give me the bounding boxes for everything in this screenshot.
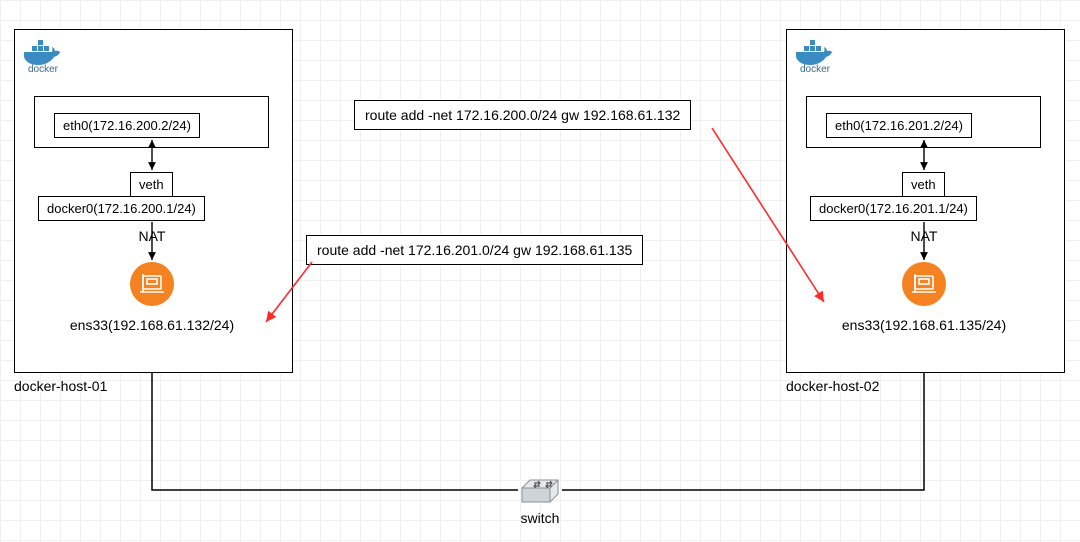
route-box-1: route add -net 172.16.200.0/24 gw 192.16…	[354, 100, 691, 130]
host2-eth0-box: eth0(172.16.201.2/24)	[826, 113, 972, 138]
route-box-2: route add -net 172.16.201.0/24 gw 192.16…	[306, 235, 643, 265]
docker-caption-host1: docker	[22, 64, 64, 75]
switch-icon	[520, 478, 560, 506]
host2-docker0-box: docker0(172.16.201.1/24)	[810, 196, 977, 221]
host1-nat-label: NAT	[139, 228, 166, 244]
host1-eth0-box: eth0(172.16.200.2/24)	[54, 113, 200, 138]
host1-label: docker-host-01	[14, 378, 107, 394]
docker-logo-host1: docker	[22, 40, 64, 75]
docker-caption-host2: docker	[794, 64, 836, 75]
host2-ens33-label: ens33(192.168.61.135/24)	[842, 317, 1006, 333]
host1-docker0-box: docker0(172.16.200.1/24)	[38, 196, 205, 221]
host2-label: docker-host-02	[786, 378, 879, 394]
host2-nat-label: NAT	[911, 228, 938, 244]
host2-veth-box: veth	[902, 172, 945, 197]
diagram-layer: docker-host-01 docker eth0(172.16.200.2/…	[0, 0, 1080, 542]
switch-label: switch	[521, 510, 560, 526]
docker-logo-host2: docker	[794, 40, 836, 75]
host1-ens33-label: ens33(192.168.61.132/24)	[70, 317, 234, 333]
host1-nic-icon	[130, 262, 174, 306]
host2-nic-icon	[902, 262, 946, 306]
host1-veth-box: veth	[130, 172, 173, 197]
